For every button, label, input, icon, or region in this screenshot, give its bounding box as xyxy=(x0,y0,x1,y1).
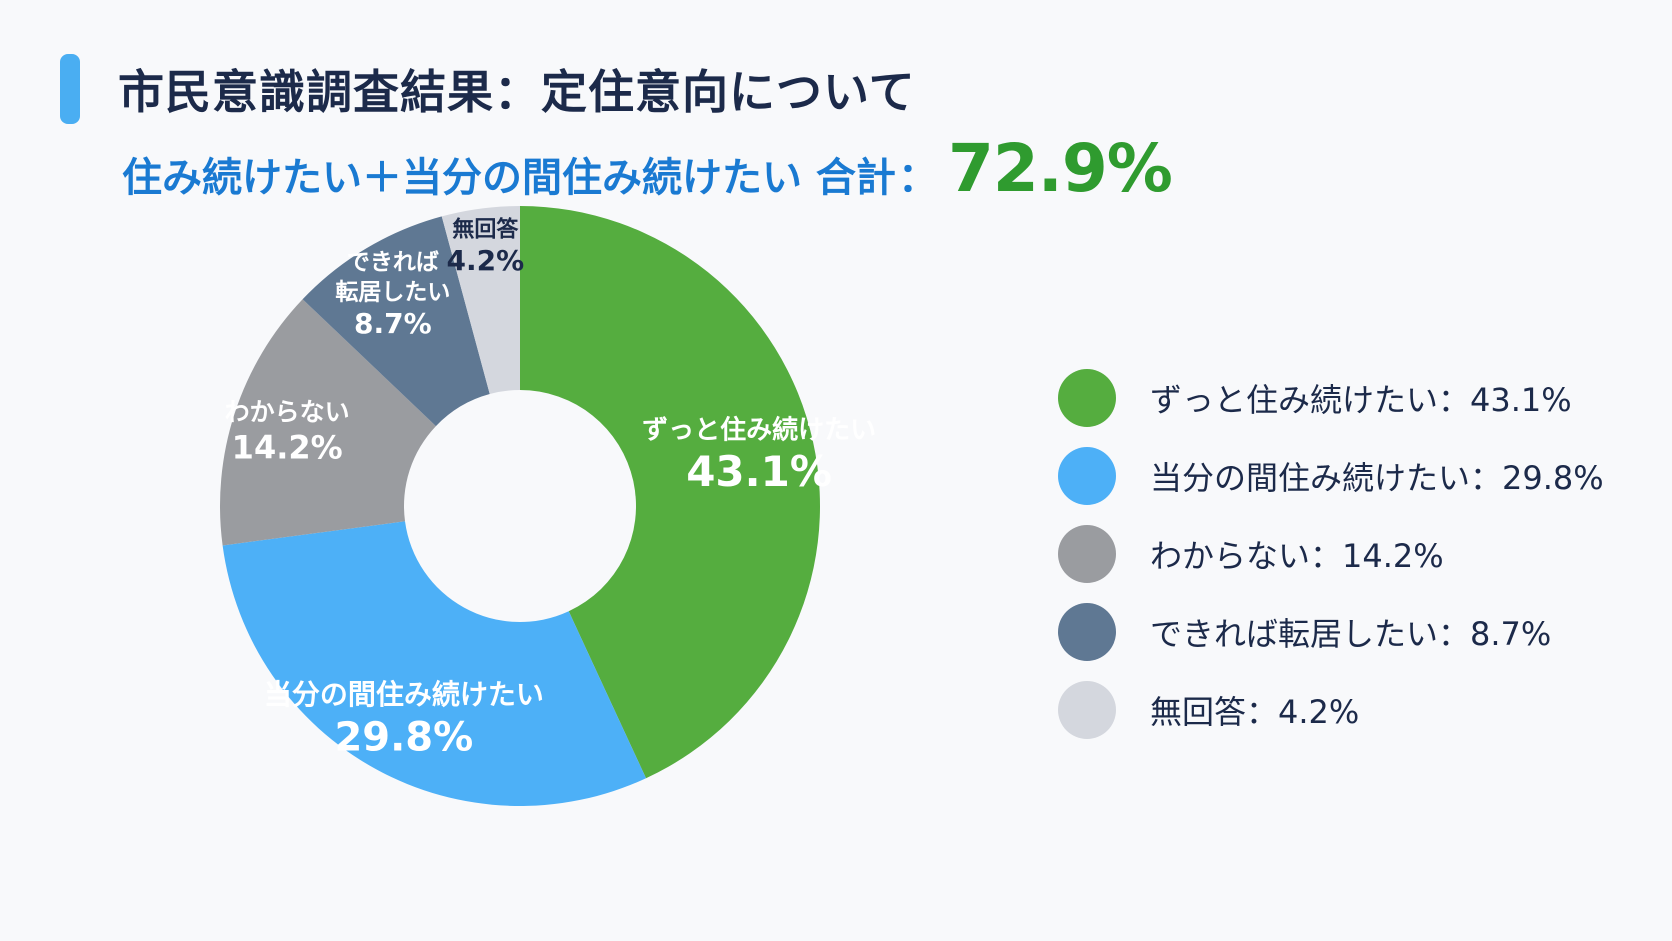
slice-category-label: 無回答 xyxy=(452,217,519,243)
slice-value-label: 4.2% xyxy=(447,244,525,277)
legend-item: ずっと住み続けたい：43.1% xyxy=(1058,368,1604,428)
slice-category-label: わからない xyxy=(225,398,350,427)
pie-slice xyxy=(222,521,647,806)
subtitle-label: 住み続けたい＋当分の間住み続けたい 合計 xyxy=(122,155,896,201)
slice-category-label: 転居したい xyxy=(335,279,450,305)
pie-slice xyxy=(441,206,520,395)
legend-label: 当分の間住み続けたい：29.8% xyxy=(1150,459,1604,497)
slice-value-label: 14.2% xyxy=(232,429,343,467)
slice-value-label: 8.7% xyxy=(354,307,432,340)
page-title: 市民意識調査結果：定住意向について xyxy=(118,65,916,119)
legend-label: 無回答：4.2% xyxy=(1150,693,1360,731)
subtitle-total: 72.9% xyxy=(947,130,1173,207)
pie-slice xyxy=(520,206,820,779)
legend-label: ずっと住み続けたい：43.1% xyxy=(1150,381,1572,419)
slice-value-label: 43.1% xyxy=(686,447,832,496)
legend-label: わからない：14.2% xyxy=(1150,537,1444,575)
subtitle: 住み続けたい＋当分の間住み続けたい 合計 ： 72.9% xyxy=(122,130,1173,207)
slice-value-label: 29.8% xyxy=(334,714,473,760)
legend-swatch xyxy=(1058,681,1116,739)
title-accent-bar xyxy=(60,54,80,124)
legend-label: できれば転居したい：8.7% xyxy=(1150,615,1552,653)
pie-slice xyxy=(302,216,490,427)
slice-category-label: できれば xyxy=(347,250,439,276)
legend-swatch xyxy=(1058,525,1116,583)
legend-item: 当分の間住み続けたい：29.8% xyxy=(1058,446,1604,506)
legend-item: わからない：14.2% xyxy=(1058,524,1604,584)
slice-category-label: 当分の間住み続けたい xyxy=(264,678,544,711)
legend-item: 無回答：4.2% xyxy=(1058,680,1604,740)
legend-swatch xyxy=(1058,369,1116,427)
pie-slice xyxy=(220,299,436,546)
slice-category-label: ずっと住み続けたい xyxy=(642,414,876,445)
legend-swatch xyxy=(1058,447,1116,505)
subtitle-colon: ： xyxy=(897,155,938,201)
chart-legend: ずっと住み続けたい：43.1% 当分の間住み続けたい：29.8% わからない：1… xyxy=(1058,368,1604,758)
legend-swatch xyxy=(1058,603,1116,661)
legend-item: できれば転居したい：8.7% xyxy=(1058,602,1604,662)
